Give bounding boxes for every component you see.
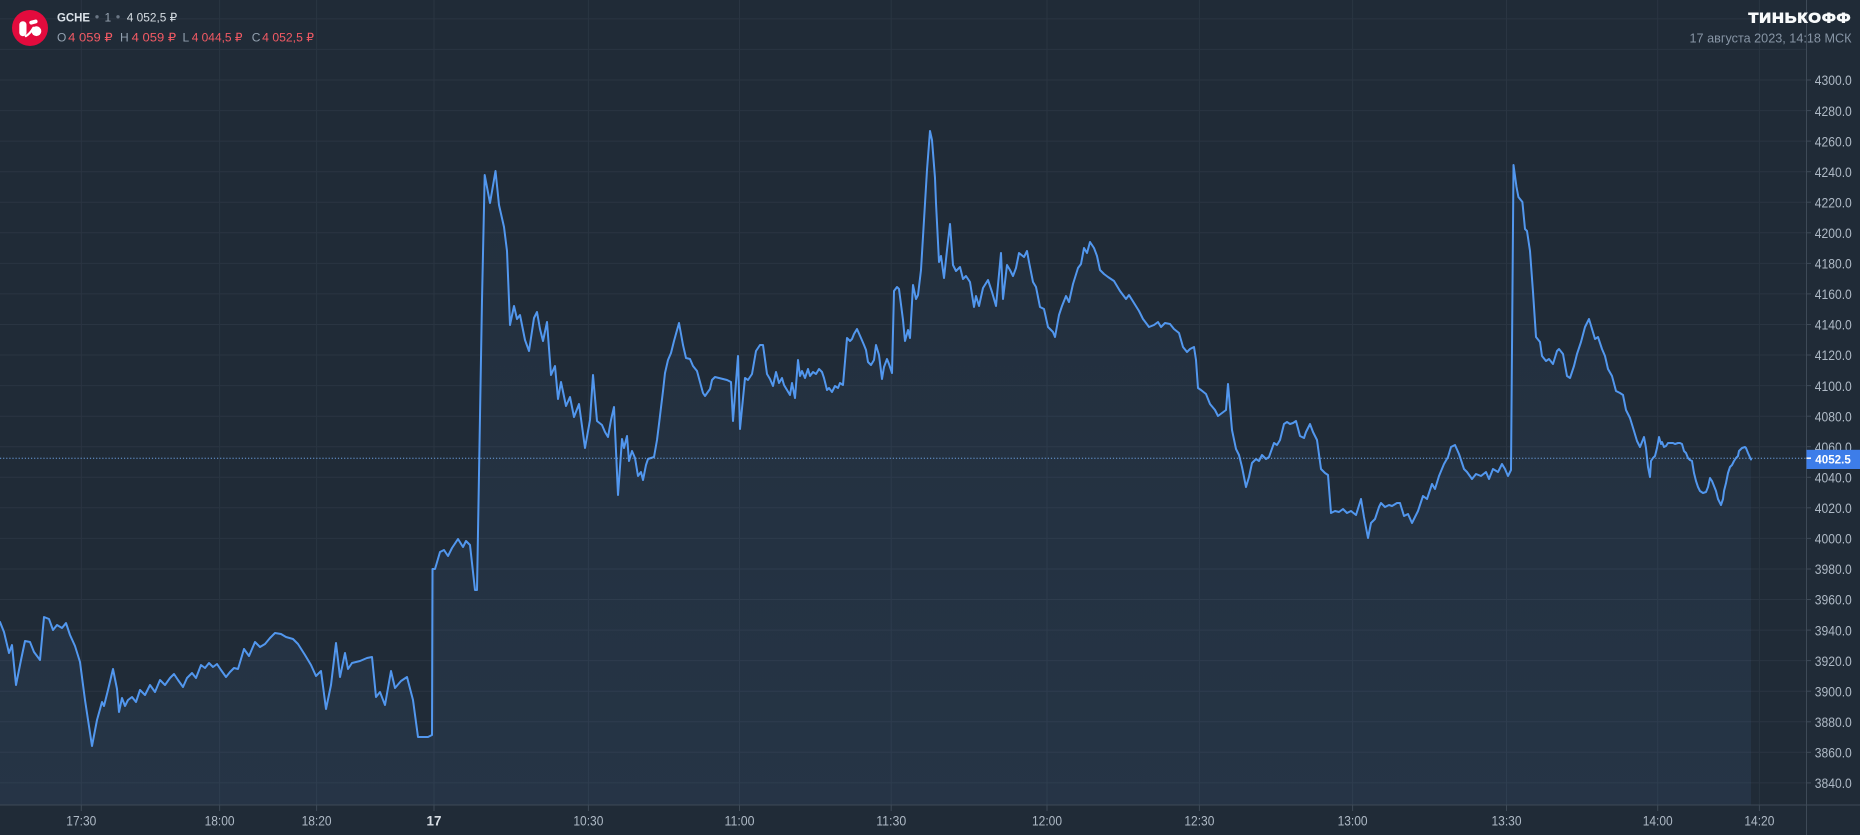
svg-text:3920.0: 3920.0 xyxy=(1815,654,1852,669)
svg-text:4 059 ₽: 4 059 ₽ xyxy=(132,30,177,44)
svg-text:10:30: 10:30 xyxy=(573,814,603,829)
svg-text:11:30: 11:30 xyxy=(876,814,906,829)
svg-text:C: C xyxy=(252,30,261,44)
svg-text:4120.0: 4120.0 xyxy=(1815,348,1852,363)
svg-text:L: L xyxy=(183,30,190,44)
svg-text:12:00: 12:00 xyxy=(1032,814,1062,829)
svg-text:4052.5: 4052.5 xyxy=(1815,453,1851,467)
svg-text:13:30: 13:30 xyxy=(1492,814,1522,829)
svg-text:4200.0: 4200.0 xyxy=(1815,226,1852,241)
svg-text:3840.0: 3840.0 xyxy=(1815,776,1852,791)
svg-text:3860.0: 3860.0 xyxy=(1815,746,1852,761)
svg-text:4080.0: 4080.0 xyxy=(1815,409,1852,424)
svg-text:12:30: 12:30 xyxy=(1184,814,1214,829)
svg-text:18:00: 18:00 xyxy=(205,814,235,829)
svg-text:14:20: 14:20 xyxy=(1744,814,1774,829)
svg-text:4280.0: 4280.0 xyxy=(1815,104,1852,119)
svg-text:4040.0: 4040.0 xyxy=(1815,471,1852,486)
svg-text:4220.0: 4220.0 xyxy=(1815,195,1852,210)
svg-text:4160.0: 4160.0 xyxy=(1815,287,1852,302)
svg-text:ТИНЬКОФФ: ТИНЬКОФФ xyxy=(1749,10,1852,26)
svg-text:3980.0: 3980.0 xyxy=(1815,562,1852,577)
svg-text:4260.0: 4260.0 xyxy=(1815,134,1852,149)
svg-text:3940.0: 3940.0 xyxy=(1815,623,1852,638)
svg-text:17:30: 17:30 xyxy=(66,814,96,829)
svg-text:H: H xyxy=(120,30,129,44)
svg-text:4 052,5 ₽: 4 052,5 ₽ xyxy=(127,10,178,24)
svg-text:18:20: 18:20 xyxy=(302,814,332,829)
svg-text:4000.0: 4000.0 xyxy=(1815,532,1852,547)
svg-text:4180.0: 4180.0 xyxy=(1815,257,1852,272)
svg-text:4100.0: 4100.0 xyxy=(1815,379,1852,394)
svg-text:13:00: 13:00 xyxy=(1338,814,1368,829)
svg-text:1: 1 xyxy=(105,10,112,24)
svg-text:4 044,5 ₽: 4 044,5 ₽ xyxy=(192,30,243,44)
svg-text:4 052,5 ₽: 4 052,5 ₽ xyxy=(262,30,314,44)
svg-text:4 059 ₽: 4 059 ₽ xyxy=(68,30,113,44)
svg-text:4240.0: 4240.0 xyxy=(1815,165,1852,180)
svg-text:3880.0: 3880.0 xyxy=(1815,715,1852,730)
svg-text:17 августа 2023, 14:18 МСК: 17 августа 2023, 14:18 МСК xyxy=(1690,31,1852,46)
svg-text:3960.0: 3960.0 xyxy=(1815,593,1852,608)
svg-text:14:00: 14:00 xyxy=(1643,814,1673,829)
svg-text:GCHE: GCHE xyxy=(57,10,90,24)
svg-text:17: 17 xyxy=(427,814,442,829)
svg-text:4300.0: 4300.0 xyxy=(1815,73,1852,88)
svg-text:O: O xyxy=(57,30,66,44)
svg-text:4140.0: 4140.0 xyxy=(1815,318,1852,333)
svg-text:3900.0: 3900.0 xyxy=(1815,684,1852,699)
svg-text:4020.0: 4020.0 xyxy=(1815,501,1852,516)
svg-text:11:00: 11:00 xyxy=(725,814,755,829)
